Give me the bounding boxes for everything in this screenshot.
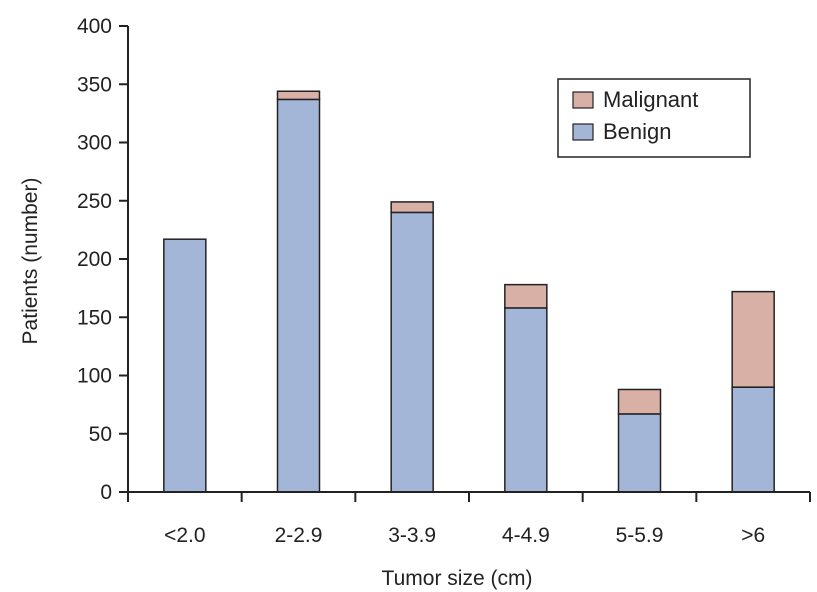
x-tick-label: 5-5.9 — [616, 524, 664, 547]
legend-label-malignant: Malignant — [603, 87, 698, 112]
legend-swatch-malignant — [572, 91, 594, 109]
y-tick-label: 300 — [77, 132, 112, 155]
y-tick-label: 0 — [100, 481, 112, 504]
x-ticks: <2.0 2-2.9 3-3.9 4-4.9 5-5.9 >6 — [127, 492, 811, 547]
x-tick-label: <2.0 — [164, 524, 205, 547]
bar-benign — [504, 307, 548, 493]
x-tick-label: >6 — [741, 524, 765, 547]
bar-benign — [390, 211, 434, 493]
legend: Malignant Benign — [557, 78, 751, 158]
x-tick-label: 2-2.9 — [275, 524, 323, 547]
bar-malignant — [276, 90, 321, 101]
x-tick-label: 4-4.9 — [502, 524, 550, 547]
y-ticks: 0 50 100 150 200 250 300 350 400 — [77, 15, 128, 504]
y-axis-title: Patients (number) — [19, 178, 42, 345]
legend-swatch-benign — [572, 123, 594, 141]
y-tick-label: 250 — [77, 190, 112, 213]
bar-benign — [276, 98, 321, 493]
y-tick-label: 50 — [89, 423, 112, 446]
bar-malignant — [617, 388, 662, 415]
bar-benign — [163, 238, 207, 493]
y-tick-label: 350 — [77, 73, 112, 96]
bar-malignant — [731, 290, 775, 388]
bar-malignant — [504, 283, 548, 309]
bar-benign — [731, 386, 775, 493]
y-tick-label: 400 — [77, 15, 112, 38]
x-axis-title: Tumor size (cm) — [382, 567, 533, 590]
x-tick-label: 3-3.9 — [388, 524, 436, 547]
y-tick-label: 100 — [77, 365, 112, 388]
bar-benign — [617, 413, 662, 493]
y-tick-label: 200 — [77, 248, 112, 271]
bar-malignant — [390, 201, 434, 214]
legend-label-benign: Benign — [603, 119, 672, 144]
bars-layer — [163, 90, 775, 493]
y-tick-label: 150 — [77, 306, 112, 329]
